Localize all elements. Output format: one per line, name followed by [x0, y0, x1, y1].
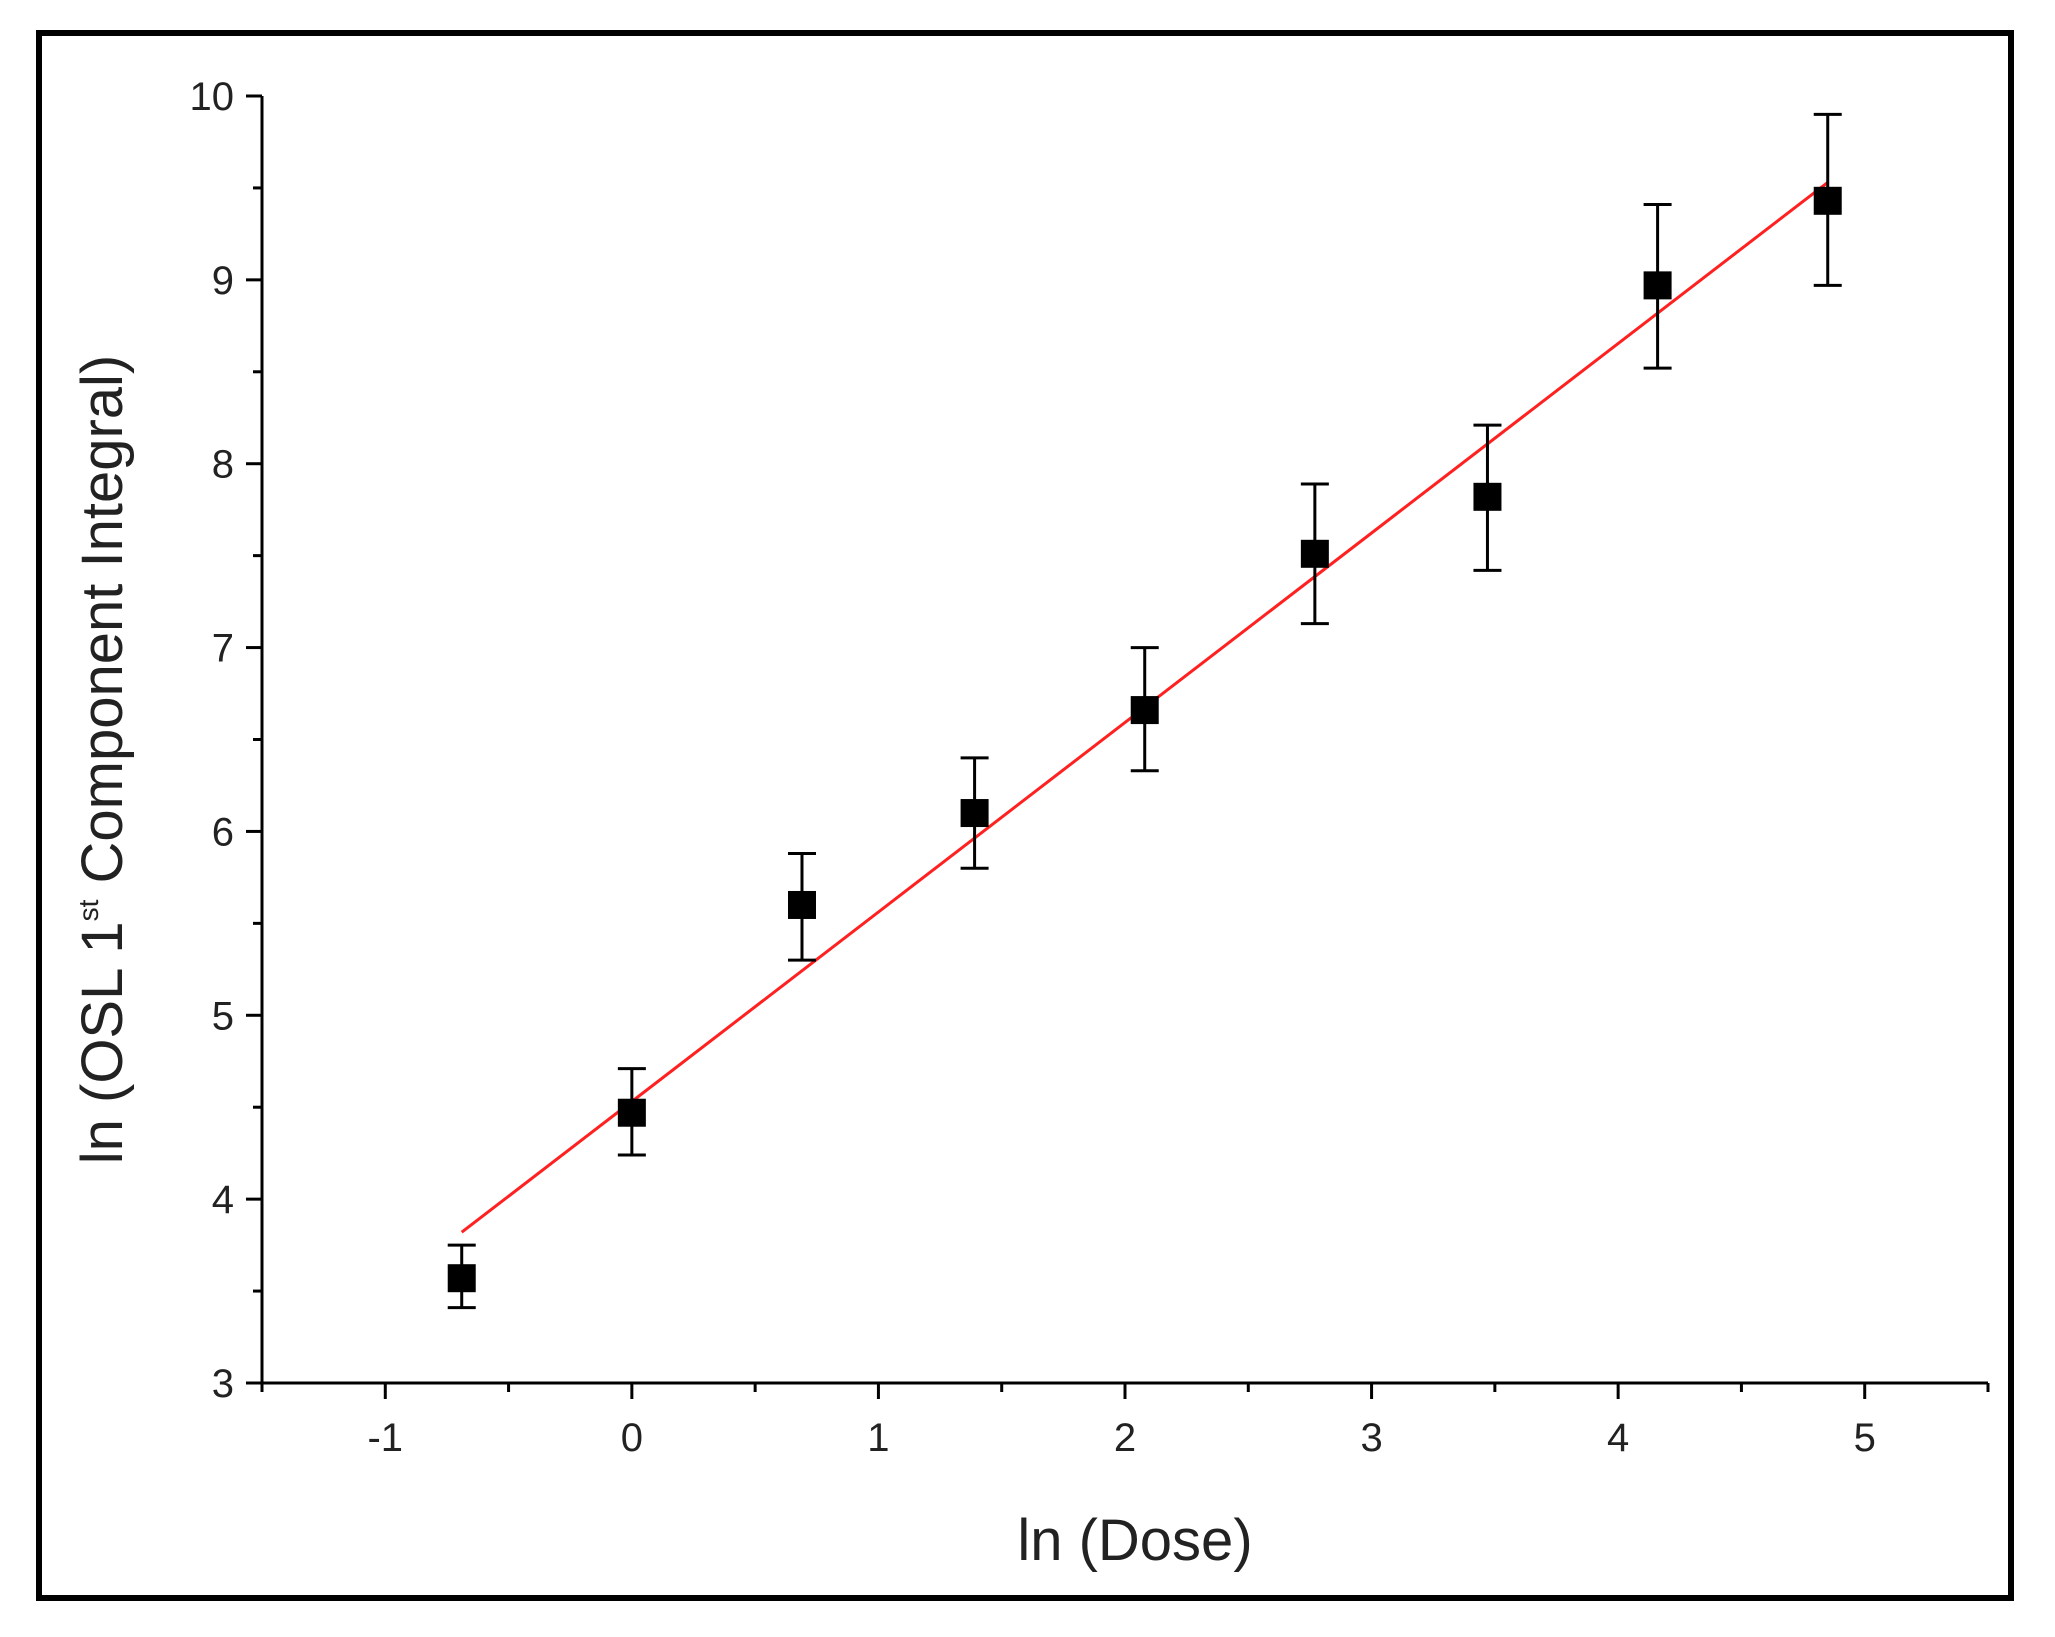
x-tick-label: 3 — [1360, 1416, 1382, 1460]
data-point — [1130, 696, 1159, 725]
data-point — [787, 890, 816, 919]
y-tick-label: 8 — [212, 443, 234, 487]
y-tick-label: 7 — [212, 627, 234, 671]
data-point — [1813, 186, 1842, 215]
y-tick-label: 10 — [190, 75, 235, 119]
data-point — [617, 1098, 646, 1127]
x-tick-label: 4 — [1607, 1416, 1629, 1460]
x-tick-label: 2 — [1114, 1416, 1136, 1460]
x-tick-label: -1 — [367, 1416, 403, 1460]
y-tick-label: 9 — [212, 259, 234, 303]
x-tick-label: 5 — [1854, 1416, 1876, 1460]
y-tick-label: 3 — [212, 1362, 234, 1406]
data-point — [1300, 539, 1329, 568]
x-tick-label: 1 — [867, 1416, 889, 1460]
data-point — [1473, 482, 1502, 511]
data-point — [1643, 271, 1672, 300]
x-axis-title: ln (Dose) — [1017, 1508, 1252, 1573]
y-tick-label: 5 — [212, 994, 234, 1038]
y-tick-label: 6 — [212, 810, 234, 854]
x-tick-label: 0 — [621, 1416, 643, 1460]
y-tick-label: 4 — [212, 1178, 234, 1222]
data-point — [960, 799, 989, 828]
data-point — [447, 1264, 476, 1293]
y-axis-title: ln (OSL 1st Component Integral) — [70, 355, 135, 1165]
